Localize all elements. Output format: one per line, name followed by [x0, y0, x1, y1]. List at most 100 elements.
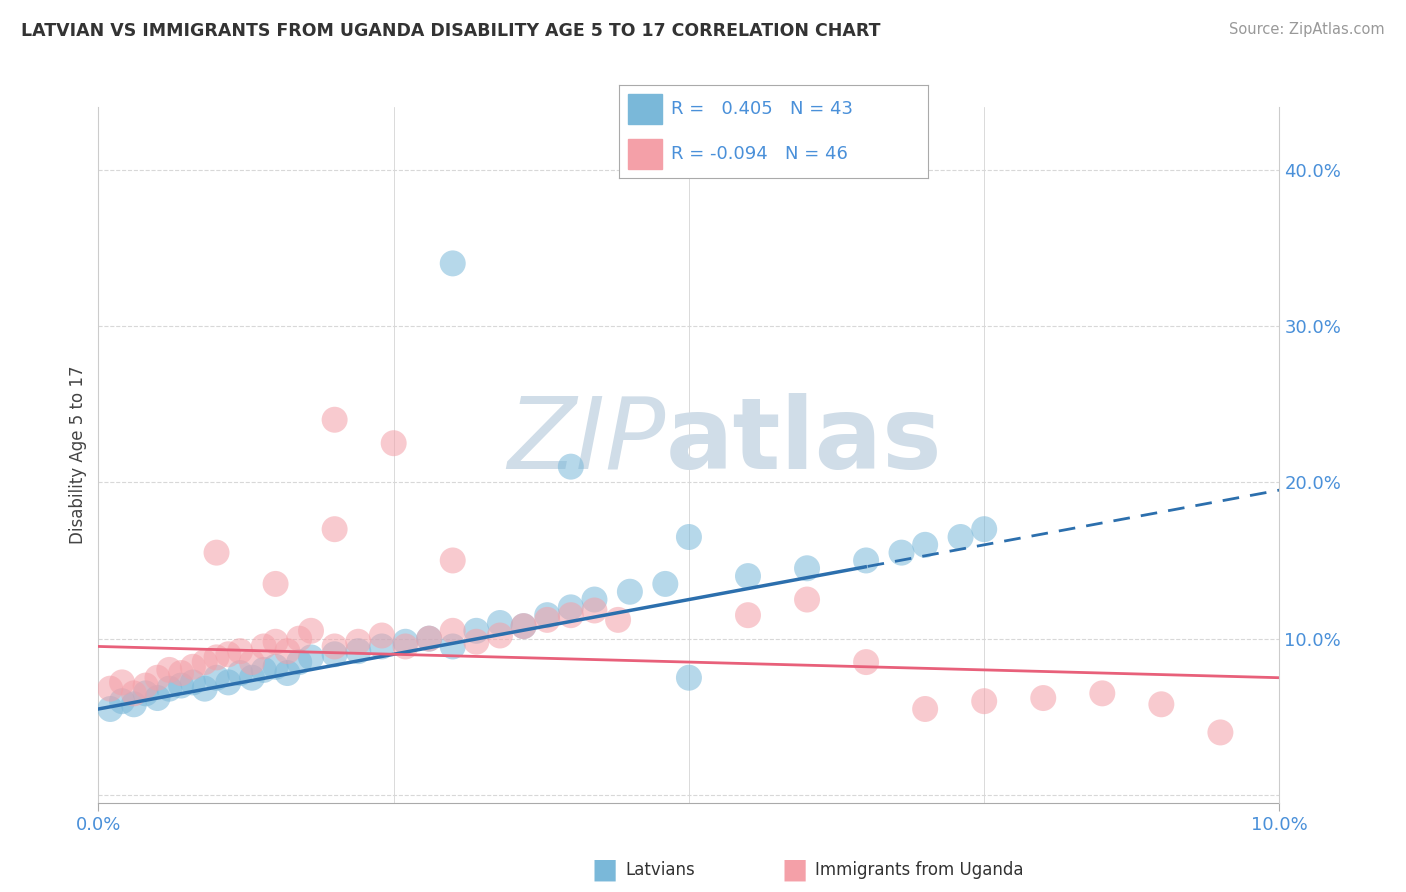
Point [288, 632, 311, 646]
Point [299, 624, 322, 638]
Point [323, 640, 346, 654]
Point [135, 686, 157, 700]
Point [229, 666, 252, 681]
Point [796, 592, 818, 607]
Point [347, 634, 370, 648]
Point [194, 655, 217, 669]
Text: Source: ZipAtlas.com: Source: ZipAtlas.com [1229, 22, 1385, 37]
Point [583, 592, 606, 607]
Point [678, 530, 700, 544]
Point [536, 608, 558, 623]
Point [323, 522, 346, 536]
Point [489, 628, 512, 642]
Point [122, 686, 145, 700]
Point [170, 679, 193, 693]
Text: Latvians: Latvians [626, 861, 696, 879]
Point [323, 413, 346, 427]
Point [796, 561, 818, 575]
Point [217, 647, 239, 661]
Point [973, 694, 995, 708]
Point [157, 663, 180, 677]
Point [264, 634, 287, 648]
Point [347, 644, 370, 658]
Point [253, 663, 276, 677]
Point [371, 628, 394, 642]
Point [157, 681, 180, 696]
Point [560, 608, 582, 623]
Point [205, 546, 228, 560]
Point [560, 459, 582, 474]
Text: R = -0.094   N = 46: R = -0.094 N = 46 [671, 145, 848, 163]
Point [181, 660, 204, 674]
Point [737, 608, 759, 623]
Y-axis label: Disability Age 5 to 17: Disability Age 5 to 17 [69, 366, 87, 544]
Point [98, 702, 121, 716]
Point [382, 436, 405, 450]
Point [855, 553, 877, 567]
Point [146, 671, 169, 685]
Point [194, 681, 217, 696]
Point [1150, 698, 1173, 712]
Point [146, 691, 169, 706]
Text: LATVIAN VS IMMIGRANTS FROM UGANDA DISABILITY AGE 5 TO 17 CORRELATION CHART: LATVIAN VS IMMIGRANTS FROM UGANDA DISABI… [21, 22, 880, 40]
Point [323, 647, 346, 661]
Point [619, 584, 641, 599]
Bar [628, 95, 662, 124]
Point [512, 619, 534, 633]
Point [678, 671, 700, 685]
Point [288, 655, 311, 669]
Point [973, 522, 995, 536]
Point [276, 666, 298, 681]
Point [253, 640, 276, 654]
Point [217, 675, 239, 690]
Point [111, 675, 134, 690]
Point [441, 624, 464, 638]
Point [122, 698, 145, 712]
Point [371, 640, 394, 654]
Point [394, 634, 416, 648]
Point [737, 569, 759, 583]
Text: ■: ■ [592, 855, 617, 884]
Point [229, 644, 252, 658]
Text: Immigrants from Uganda: Immigrants from Uganda [815, 861, 1024, 879]
Point [560, 600, 582, 615]
Text: ■: ■ [782, 855, 807, 884]
Point [489, 615, 512, 630]
Point [914, 702, 936, 716]
Point [536, 613, 558, 627]
Point [1032, 691, 1054, 706]
Point [441, 256, 464, 270]
Point [465, 624, 488, 638]
Point [890, 546, 912, 560]
Text: atlas: atlas [665, 392, 942, 490]
Point [465, 634, 488, 648]
Point [98, 681, 121, 696]
Point [855, 655, 877, 669]
Point [583, 603, 606, 617]
Point [441, 640, 464, 654]
Point [914, 538, 936, 552]
Point [205, 671, 228, 685]
Point [1091, 686, 1114, 700]
Text: R =   0.405   N = 43: R = 0.405 N = 43 [671, 100, 853, 118]
Point [170, 666, 193, 681]
Point [441, 553, 464, 567]
Point [111, 694, 134, 708]
Point [181, 675, 204, 690]
Point [418, 632, 440, 646]
Point [240, 655, 263, 669]
Point [394, 640, 416, 654]
Point [949, 530, 972, 544]
Point [418, 632, 440, 646]
Point [264, 660, 287, 674]
Point [135, 679, 157, 693]
Point [264, 577, 287, 591]
Bar [628, 139, 662, 169]
Point [205, 650, 228, 665]
Point [1209, 725, 1232, 739]
Point [276, 644, 298, 658]
Point [654, 577, 676, 591]
Point [299, 650, 322, 665]
Point [240, 671, 263, 685]
Point [607, 613, 630, 627]
